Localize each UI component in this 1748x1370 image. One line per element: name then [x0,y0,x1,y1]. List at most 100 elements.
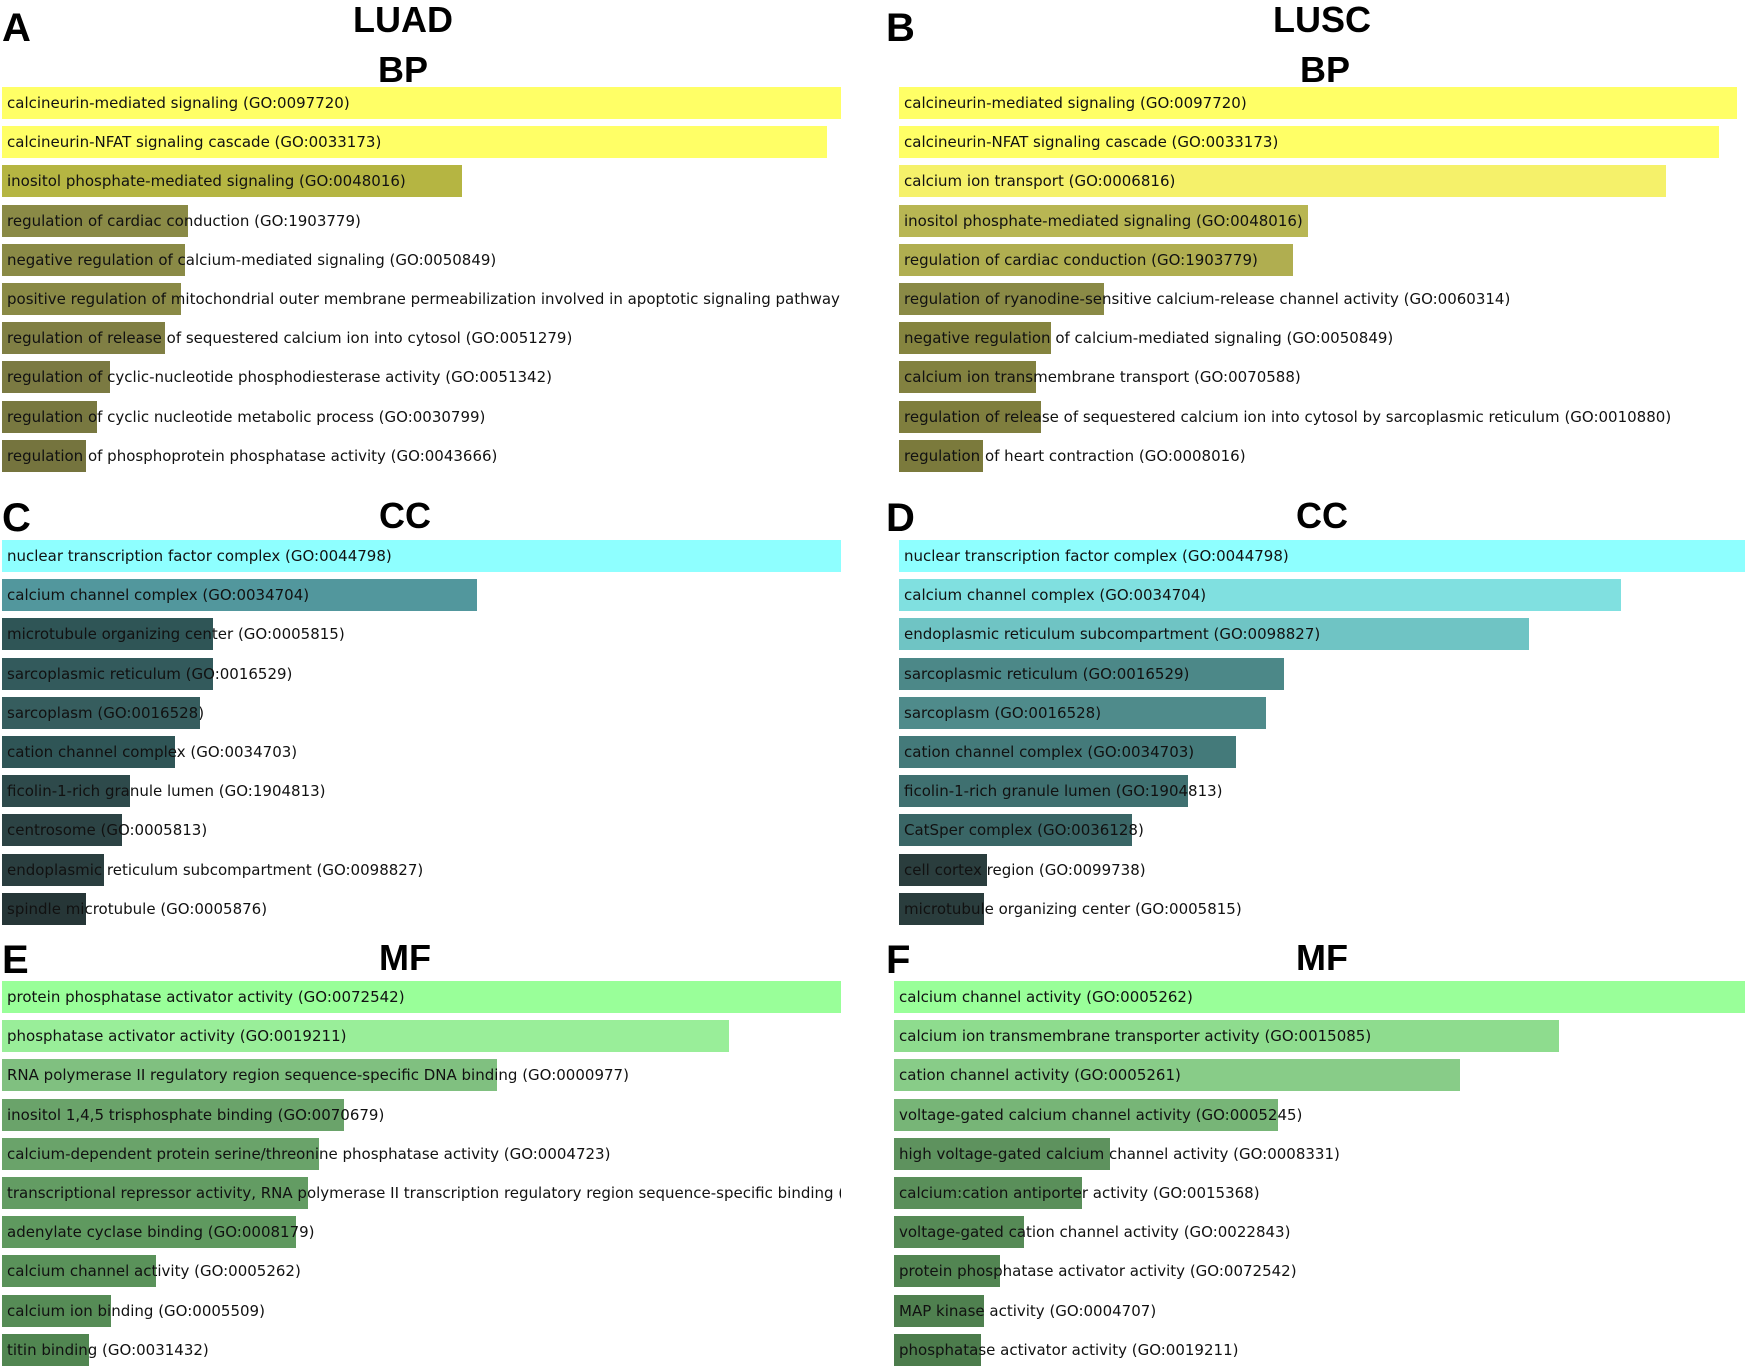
panel-title-c: CC [379,495,431,536]
bar-label: sarcoplasm (GO:0016528) [904,703,1102,722]
bar-label: calcium channel complex (GO:0034704) [7,586,310,605]
bar-label: endoplasmic reticulum subcompartment (GO… [7,860,424,879]
bar-row: calcium-dependent protein serine/threoni… [2,1137,841,1170]
column-header-right: LUSC [1273,0,1371,40]
bar-row: centrosome (GO:0005813) [2,814,841,847]
panel-letter-d: D [886,496,915,540]
bar-label: RNA polymerase II regulatory region sequ… [7,1066,629,1085]
bar [2,87,841,119]
bar-chart-a: calcineurin-mediated signaling (GO:00977… [2,87,841,472]
bar [899,283,1105,315]
panel-letter-a: A [2,6,31,50]
bar-label: regulation of heart contraction (GO:0008… [904,446,1246,465]
bar-label: CatSper complex (GO:0036128) [904,821,1144,840]
bar [2,853,104,886]
bar-row: CatSper complex (GO:0036128) [899,814,1745,847]
bar-label: cell cortex region (GO:0099738) [904,860,1146,879]
bar-row: RNA polymerase II regulatory region sequ… [2,1059,841,1092]
bar-label: calcium channel complex (GO:0034704) [904,586,1207,605]
bar-row: inositol phosphate-mediated signaling (G… [2,165,841,198]
bar-label: MAP kinase activity (GO:0004707) [899,1301,1157,1320]
bar-label: sarcoplasm (GO:0016528) [7,703,205,722]
panel-letter-f: F [886,938,911,982]
bar [2,775,131,808]
bar-label: protein phosphatase activator activity (… [899,1262,1297,1281]
bar-row: calcium ion transmembrane transport (GO:… [899,361,1737,394]
bar-row: microtubule organizing center (GO:000581… [899,892,1745,925]
bar-row: regulation of ryanodine-sensitive calciu… [899,283,1737,315]
bar-label: phosphatase activator activity (GO:00192… [899,1340,1239,1359]
bar-row: microtubule organizing center (GO:000581… [2,618,841,651]
bar [2,283,181,315]
bar [2,361,111,394]
bar-label: centrosome (GO:0005813) [7,821,208,840]
panel-title-e: MF [379,937,431,978]
bar-label: inositol phosphate-mediated signaling (G… [7,172,406,191]
bar-row: nuclear transcription factor complex (GO… [2,540,841,572]
bar [2,1020,730,1053]
bar-row: inositol 1,4,5 trisphosphate binding (GO… [2,1098,841,1131]
bar [899,165,1666,198]
bar [899,361,1037,394]
bar [894,1137,1111,1170]
bar-row: protein phosphatase activator activity (… [2,981,841,1013]
panel-title-f: MF [1296,937,1348,978]
bar [894,1255,1001,1288]
bar-label: nuclear transcription factor complex (GO… [7,547,392,565]
bar-row: MAP kinase activity (GO:0004707) [894,1294,1745,1327]
bar-label: calcineurin-NFAT signaling cascade (GO:0… [7,133,382,152]
bar-row: cation channel complex (GO:0034703) [2,736,841,768]
panel-letter-b: B [886,6,915,50]
bar-label: spindle microtubule (GO:0005876) [7,899,268,918]
bar-label: calcium:cation antiporter activity (GO:0… [899,1184,1260,1202]
panel-title-d: CC [1296,495,1348,536]
bar-chart-b: calcineurin-mediated signaling (GO:00977… [899,87,1737,472]
bar-row: cation channel complex (GO:0034703) [899,736,1745,768]
bar-row: calcium ion transport (GO:0006816) [899,165,1737,198]
bar-label: inositol phosphate-mediated signaling (G… [904,211,1303,230]
bar [2,696,200,729]
bar [2,165,462,198]
bar-label: sarcoplasmic reticulum (GO:0016529) [904,664,1190,683]
bar [894,1294,985,1327]
bar [2,579,477,612]
bar-row: voltage-gated cation channel activity (G… [894,1216,1745,1249]
bar-row: adenylate cyclase binding (GO:0008179) [2,1216,841,1249]
bar-label: regulation of release of sequestered cal… [904,407,1672,426]
bar-label: negative regulation of calcium-mediated … [904,329,1394,348]
bar-chart-f: calcium channel activity (GO:0005262) cal… [894,981,1745,1366]
bar-label: calcineurin-mediated signaling (GO:00977… [7,94,350,112]
bar-row: calcium channel activity (GO:0005262) [2,1255,841,1288]
bar-row: spindle microtubule (GO:0005876) [2,892,841,925]
bar-row: positive regulation of mitochondrial out… [2,283,841,315]
bar-label: inositol 1,4,5 trisphosphate binding (GO… [7,1105,385,1124]
bar-label: calcium ion transmembrane transporter ac… [899,1027,1372,1046]
bar [2,1137,320,1170]
bar-label: regulation of release of sequestered cal… [7,329,573,348]
bar-chart-e: protein phosphatase activator activity (… [2,981,841,1366]
bar-row: negative regulation of calcium-mediated … [2,243,841,276]
bar-row: nuclear transcription factor complex (GO… [899,540,1745,572]
bar [2,439,86,472]
bar-chart-c: nuclear transcription factor complex (GO… [2,540,841,925]
bar-row: endoplasmic reticulum subcompartment (GO… [2,853,841,886]
bar [899,87,1737,119]
bar [899,579,1622,612]
bar [899,126,1720,159]
bar-row: regulation of cardiac conduction (GO:190… [2,204,841,237]
bar [2,618,214,651]
panel-title-a: BP [377,49,429,90]
bar [894,981,1745,1013]
bar-label: regulation of phosphoprotein phosphatase… [7,446,498,465]
panel-letter-e: E [2,938,29,982]
bar-row: regulation of cardiac conduction (GO:190… [899,243,1737,276]
bar-label: regulation of cyclic nucleotide metaboli… [7,407,486,426]
bar [2,1216,297,1249]
bar-label: nuclear transcription factor complex (GO… [904,547,1289,565]
bar-row: calcium ion binding (GO:0005509) [2,1294,841,1327]
bar-label: positive regulation of mitochondrial out… [7,290,841,308]
bar-row: cell cortex region (GO:0099738) [899,853,1745,886]
bar [2,204,189,237]
bar [2,126,827,159]
bar-row: calcium channel complex (GO:0034704) [899,579,1745,612]
